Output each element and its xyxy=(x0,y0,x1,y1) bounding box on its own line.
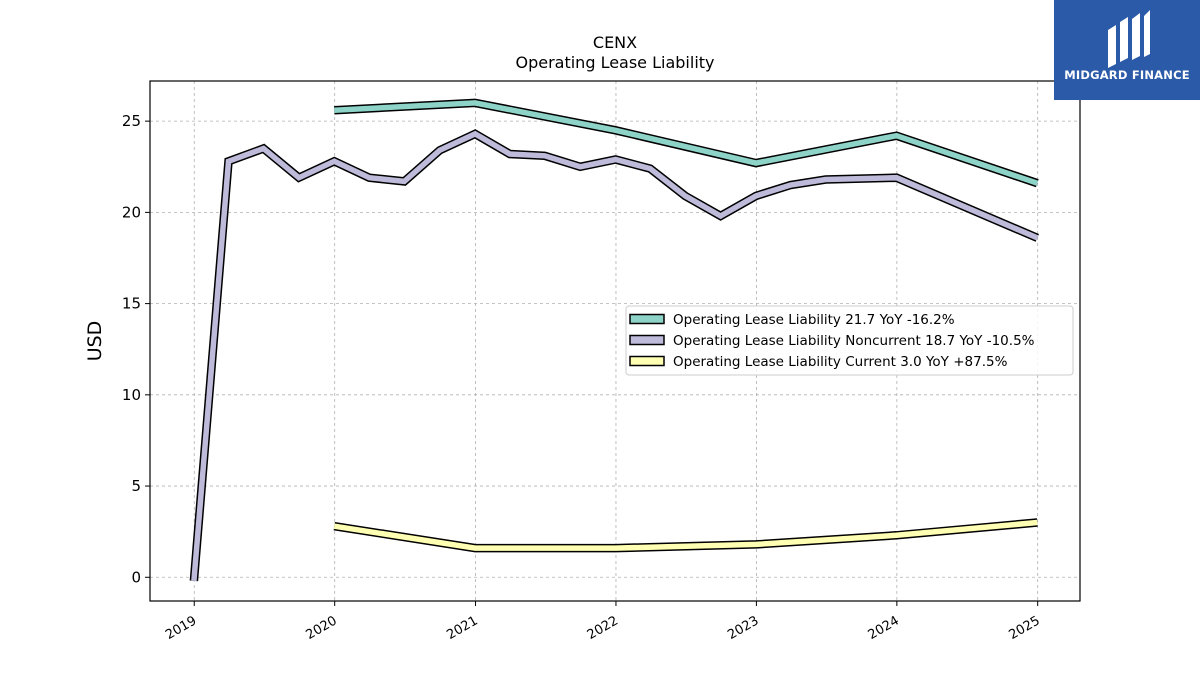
y-axis-label: USD xyxy=(84,321,106,362)
legend-label: Operating Lease Liability Current 3.0 Yo… xyxy=(673,354,1008,370)
legend-item: Operating Lease Liability Current 3.0 Yo… xyxy=(629,354,1008,370)
x-tick-label: 2024 xyxy=(866,613,902,643)
series-3 xyxy=(333,518,1038,553)
plot-frame xyxy=(149,80,1081,602)
y-tick-label: 25 xyxy=(122,112,141,130)
legend: Operating Lease Liability 21.7 YoY -16.2… xyxy=(625,305,1074,376)
brand-name: MIDGARD FINANCE xyxy=(1064,68,1190,82)
chart-title: CENX xyxy=(593,33,637,52)
series-line xyxy=(334,100,1039,186)
legend-item: Operating Lease Liability Noncurrent 18.… xyxy=(629,333,1035,349)
series-1 xyxy=(334,98,1039,188)
y-tick-label: 20 xyxy=(122,203,141,221)
series-line-outline xyxy=(334,98,1039,188)
legend-item: Operating Lease Liability 21.7 YoY -16.2… xyxy=(629,312,955,328)
series-line xyxy=(333,519,1038,551)
x-tick-label: 2023 xyxy=(725,613,761,643)
legend-swatch xyxy=(629,355,665,367)
y-tick-label: 10 xyxy=(122,386,141,404)
y-tick-label: 15 xyxy=(122,295,141,313)
x-tick-label: 2025 xyxy=(1007,613,1043,643)
legend-swatch xyxy=(629,334,665,346)
y-tick-label: 5 xyxy=(131,477,141,495)
x-axis: 2019 2020 2021 2022 2023 2024 2025 xyxy=(163,601,1043,643)
series-layer xyxy=(189,98,1039,582)
series-2 xyxy=(189,129,1039,582)
legend-box xyxy=(625,305,1074,376)
chart-subtitle: Operating Lease Liability xyxy=(515,53,714,72)
legend-label: Operating Lease Liability 21.7 YoY -16.2… xyxy=(673,312,955,328)
brand-mark-icon xyxy=(1108,10,1150,68)
x-tick-label: 2022 xyxy=(585,613,621,643)
series-line xyxy=(191,130,1039,582)
x-tick-label: 2019 xyxy=(163,613,199,643)
brand-logo: MIDGARD FINANCE xyxy=(1054,0,1200,100)
y-axis: 0 5 10 15 20 25 xyxy=(122,112,150,586)
x-tick-label: 2021 xyxy=(444,613,480,643)
y-tick-label: 0 xyxy=(131,568,141,586)
legend-swatch xyxy=(629,313,665,325)
x-tick-label: 2020 xyxy=(304,613,340,643)
legend-label: Operating Lease Liability Noncurrent 18.… xyxy=(673,333,1035,349)
